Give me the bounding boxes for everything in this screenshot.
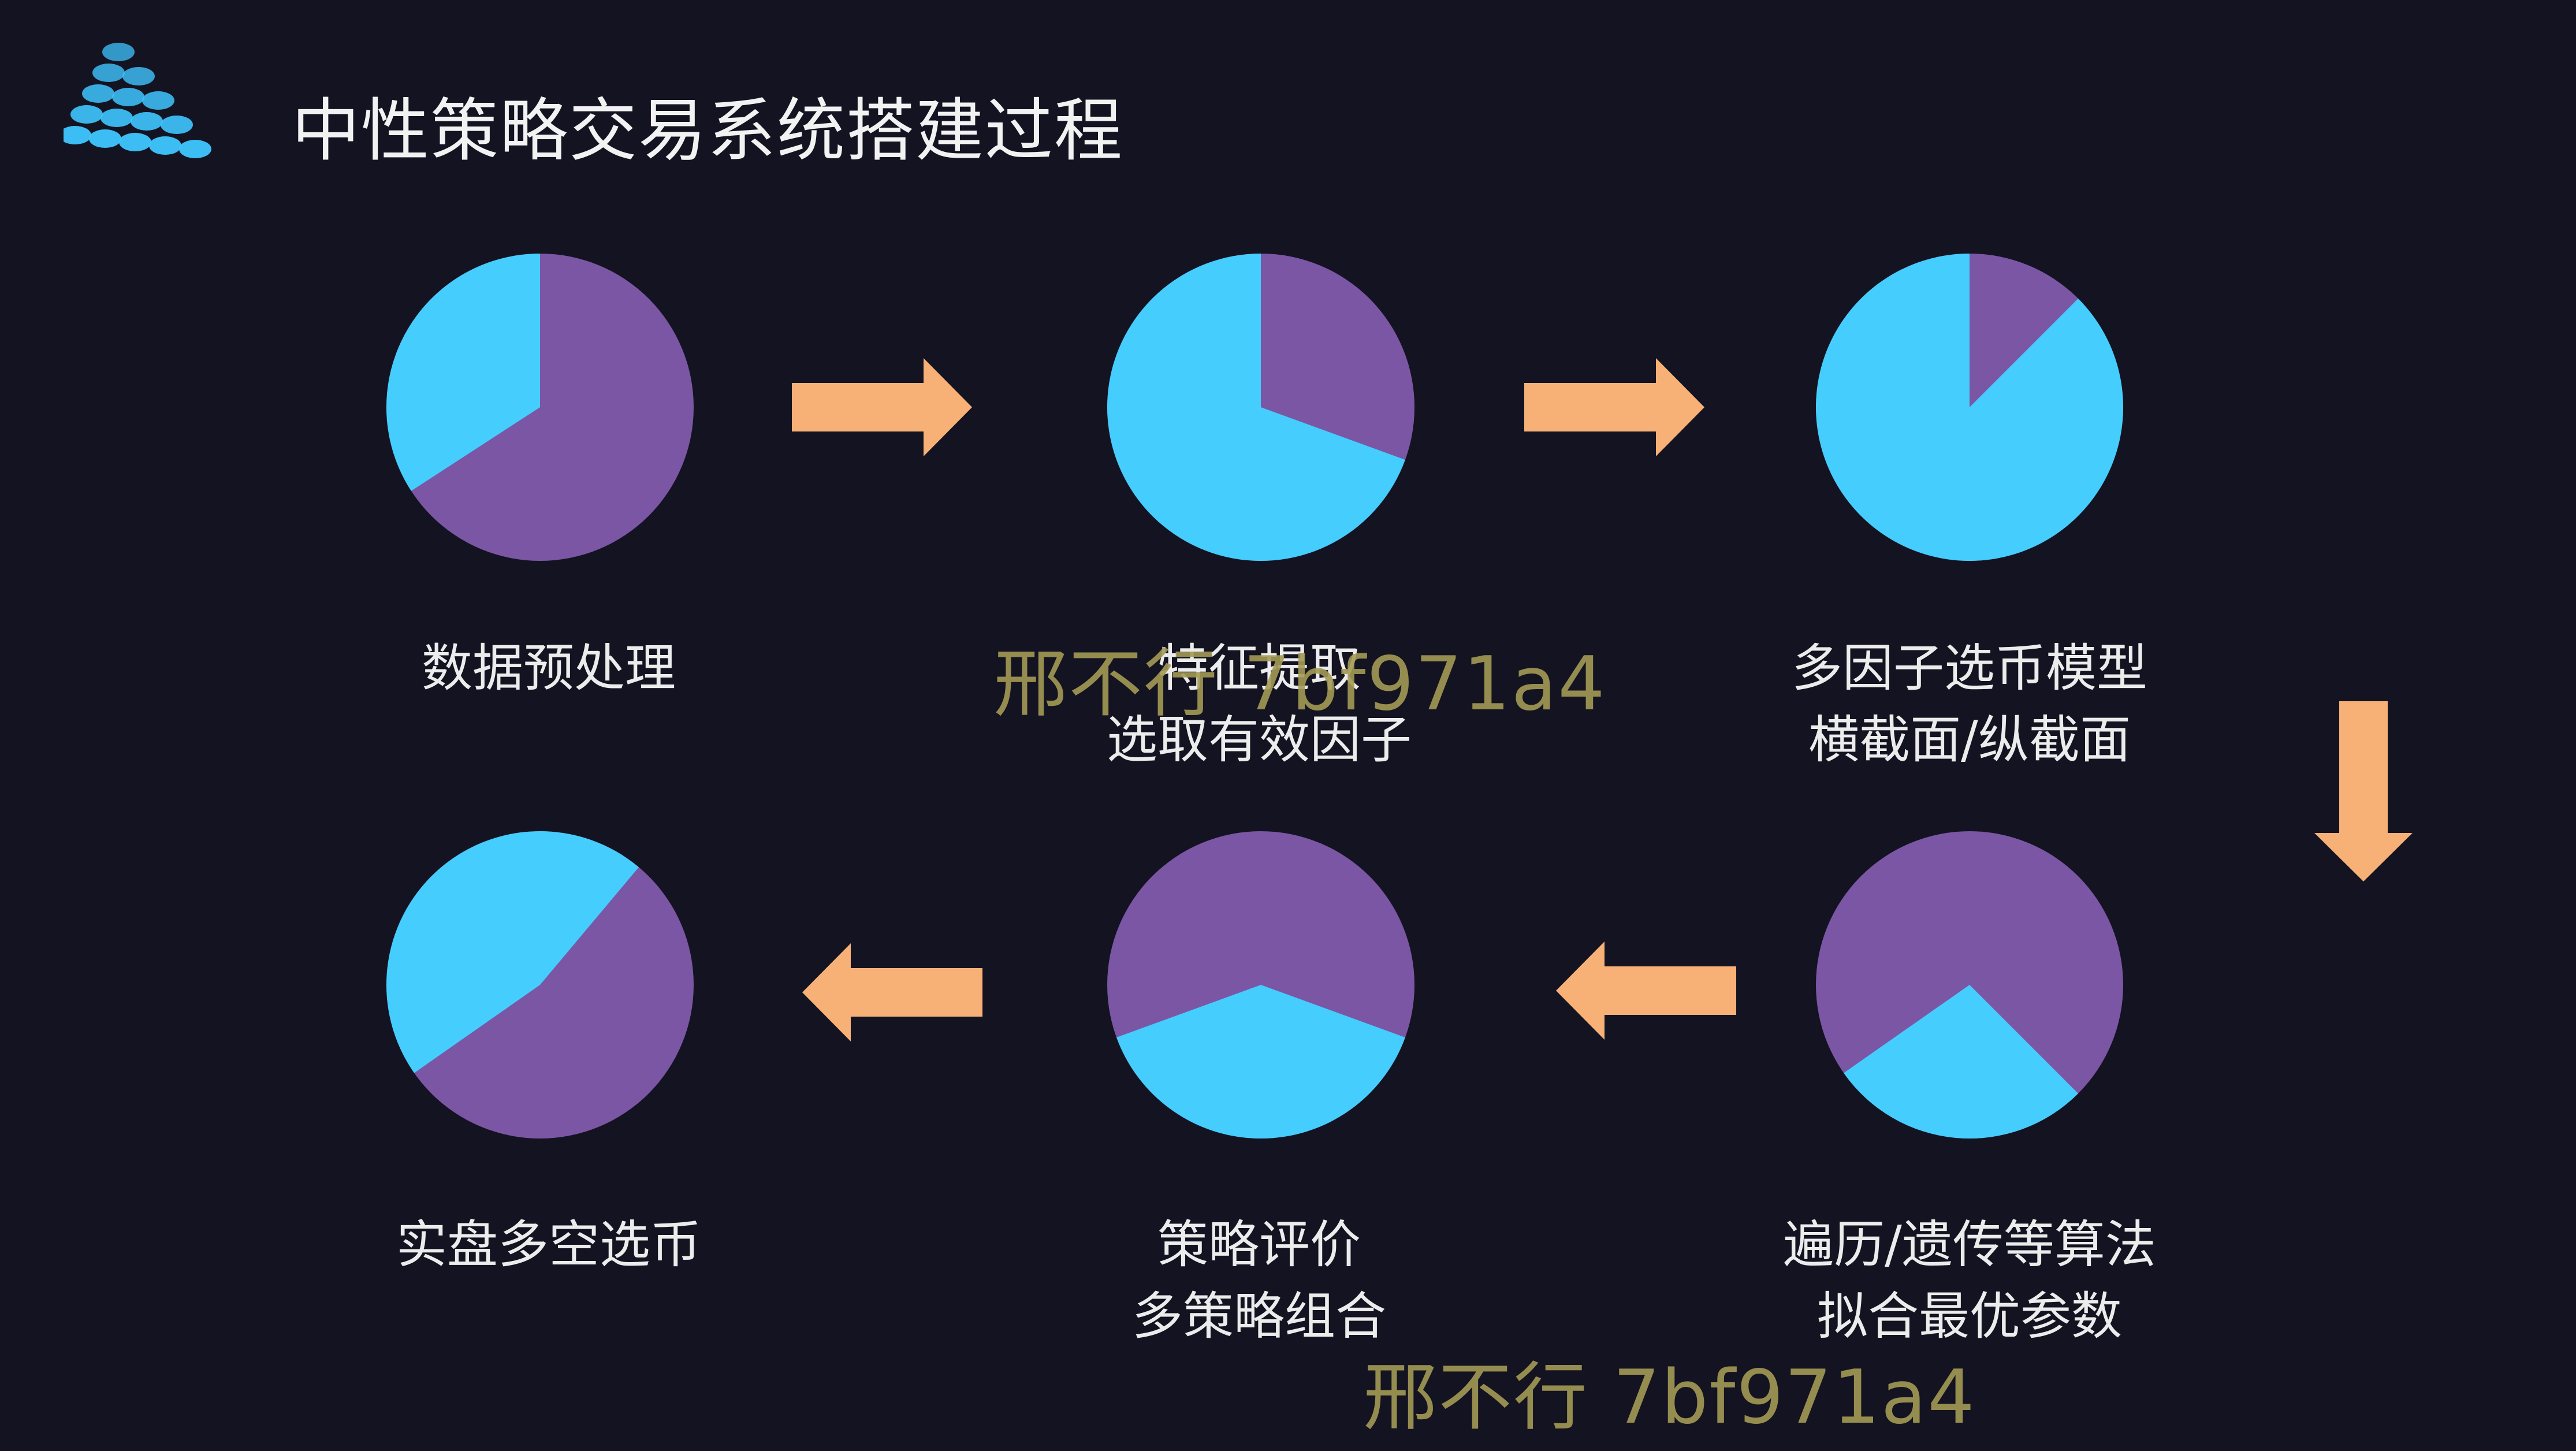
step-5-label: 策略评价 多策略组合 [999, 1209, 1519, 1352]
step-1-label-line1: 数据预处理 [421, 638, 676, 698]
pie-chart-4 [1816, 831, 2123, 1139]
step-5-label-line2: 多策略组合 [1131, 1286, 1386, 1346]
step-3-label-line1: 多因子选币模型 [1791, 638, 2147, 698]
logo-tile [149, 136, 181, 155]
step-6-label-line1: 实盘多空选币 [396, 1215, 701, 1274]
step-2-label: 特征提取 选取有效因子 [999, 633, 1519, 776]
pie-chart-6 [386, 831, 694, 1139]
arrow-left-icon [802, 943, 982, 1041]
logo-tile [119, 133, 151, 151]
arrow-right-icon [792, 358, 972, 456]
pie-slice-secondary [1107, 254, 1405, 561]
pie-slice-secondary [1116, 985, 1405, 1139]
step-5-label-line1: 策略评价 [1157, 1215, 1361, 1274]
watermark-top: 邢不行 7bf971a4 [993, 641, 1606, 727]
step-4-label: 遍历/遗传等算法 拟合最优参数 [1710, 1209, 2229, 1352]
logo-tile [82, 84, 114, 103]
step-6-label: 实盘多空选币 [289, 1209, 809, 1281]
arrow-left-icon [1556, 942, 1736, 1040]
logo-tile [112, 88, 144, 106]
pie-slice-secondary [386, 831, 639, 1073]
logo-icon [64, 43, 211, 158]
logo-tile [142, 91, 174, 110]
slide-title: 中性策略交易系统搭建过程 [292, 91, 1124, 170]
logo-tile [89, 129, 121, 148]
logo-tile [70, 105, 103, 124]
step-3-label-line2: 横截面/纵截面 [1808, 710, 2131, 769]
logo-tile [179, 140, 211, 158]
pie-chart-1 [386, 254, 694, 561]
arrow-down-icon [2314, 701, 2413, 881]
logo-tile [92, 64, 125, 82]
step-1-label: 数据预处理 [289, 633, 809, 704]
logo-tile [131, 112, 163, 131]
step-4-label-line2: 拟合最优参数 [1816, 1286, 2122, 1346]
pie-slice-secondary [1844, 985, 2079, 1139]
logo-tile [161, 116, 193, 134]
pie-chart-3 [1815, 254, 2123, 561]
watermark-bottom: 邢不行 7bf971a4 [1363, 1355, 1976, 1441]
pie-chart-2 [1107, 254, 1414, 561]
logo-tile [102, 43, 135, 61]
pie-chart-5 [1107, 831, 1414, 1139]
step-2-label-line2: 选取有效因子 [1106, 710, 1412, 769]
step-2-label-line1: 特征提取 [1157, 638, 1361, 698]
logo-tile [100, 109, 133, 127]
logo-tile [64, 126, 91, 144]
step-3-label: 多因子选币模型 横截面/纵截面 [1710, 633, 2229, 776]
logo-tile [122, 67, 155, 85]
pie-slice-secondary [1815, 254, 2123, 561]
step-4-label-line1: 遍历/遗传等算法 [1783, 1215, 2156, 1274]
arrow-right-icon [1524, 358, 1704, 456]
pie-slice-secondary [386, 254, 540, 491]
